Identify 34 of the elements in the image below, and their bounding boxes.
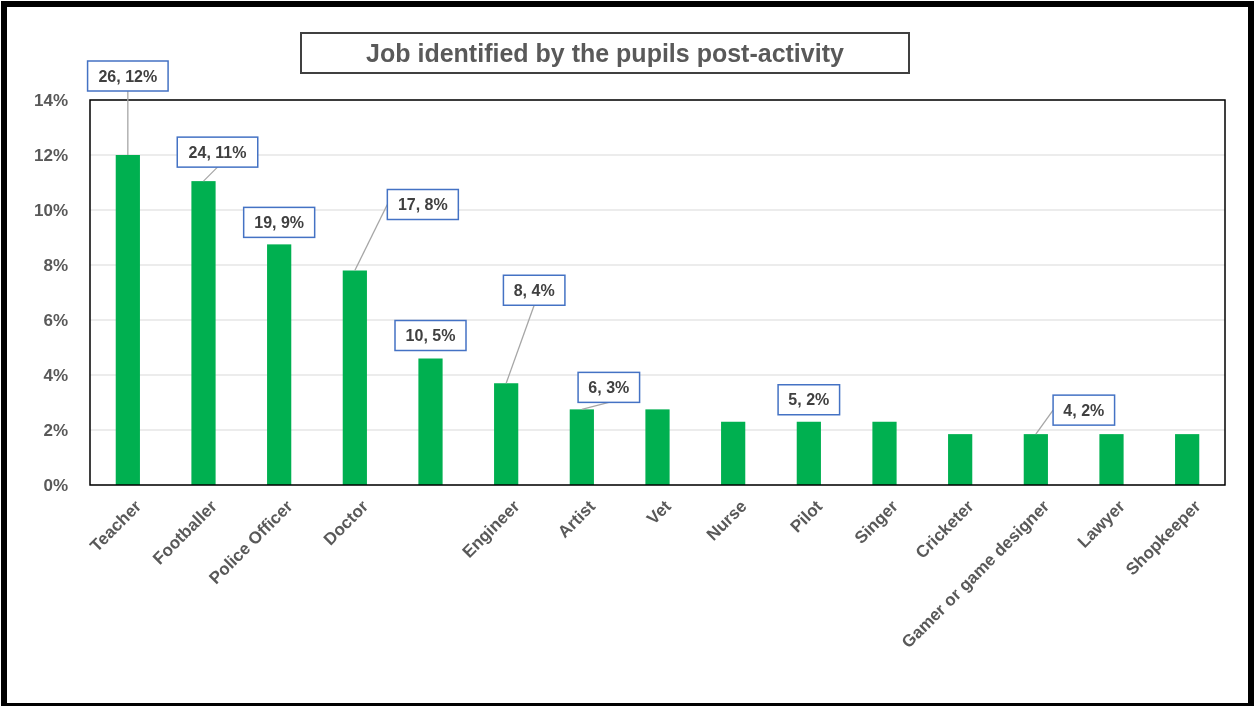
data-label: 24, 11%	[188, 143, 247, 161]
y-tick-label: 4%	[43, 365, 68, 385]
bar	[1175, 434, 1200, 485]
bar	[1099, 434, 1124, 485]
bar	[721, 421, 746, 485]
bar	[267, 244, 292, 485]
y-tick-label: 12%	[33, 145, 68, 165]
data-label: 17, 8%	[397, 196, 448, 214]
data-label: 8, 4%	[513, 281, 555, 299]
bar	[115, 155, 140, 485]
bar	[872, 421, 897, 485]
bar	[494, 383, 519, 485]
chart-title: Job identified by the pupils post-activity	[366, 38, 844, 67]
y-tick-label: 8%	[43, 255, 68, 275]
data-label: 4, 2%	[1063, 401, 1105, 419]
data-label: 10, 5%	[405, 327, 456, 345]
y-tick-label: 0%	[43, 475, 68, 495]
y-tick-label: 2%	[43, 420, 68, 440]
bar	[948, 434, 973, 485]
y-tick-label: 10%	[33, 200, 68, 220]
bar	[342, 270, 367, 485]
y-tick-label: 6%	[43, 310, 68, 330]
bar	[569, 409, 594, 485]
bar	[418, 358, 443, 485]
bar	[191, 181, 216, 485]
y-tick-label: 14%	[33, 90, 68, 110]
bar	[645, 409, 670, 485]
data-label: 6, 3%	[588, 378, 630, 396]
bar	[796, 421, 821, 485]
data-label: 26, 12%	[98, 67, 158, 85]
data-label: 5, 2%	[788, 391, 830, 409]
bar	[1023, 434, 1048, 485]
x-tick-label: Vet	[643, 496, 675, 529]
data-label: 19, 9%	[254, 213, 305, 231]
